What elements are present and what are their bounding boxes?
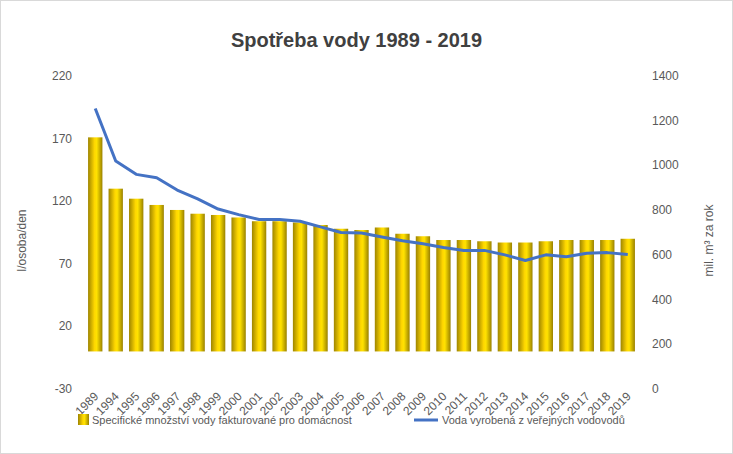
bar [293, 222, 307, 351]
y2-tick [638, 120, 642, 121]
y2-tick-label: 0 [652, 382, 659, 396]
bar [231, 217, 245, 351]
y2-tick [638, 389, 642, 390]
y-tick-label: 220 [52, 69, 72, 83]
y2-tick [638, 76, 642, 77]
y2-tick [638, 165, 642, 166]
bar [477, 241, 491, 351]
bar [190, 214, 204, 352]
y-tick [81, 389, 85, 390]
chart-frame [1, 1, 733, 454]
bar [313, 225, 327, 351]
y-tick [81, 263, 85, 264]
line [95, 108, 628, 260]
y2-tick-label: 600 [652, 248, 672, 262]
bar [129, 199, 143, 352]
legend-label: Voda vyrobená z veřejných vodovodů [442, 414, 625, 426]
y2-tick [638, 210, 642, 211]
title: Spotřeba vody 1989 - 2019 [231, 29, 482, 51]
bar [539, 241, 553, 351]
legend-label: Specifické množství vody fakturované pro… [92, 414, 352, 426]
y2-tick-label: 1200 [652, 114, 679, 128]
chart: Spotřeba vody 1989 - 2019 -30 20 70 120 170 22… [0, 0, 733, 454]
y2-tick-label: 1000 [652, 158, 679, 172]
y-tick-label: 70 [59, 257, 73, 271]
y-tick-label: 20 [59, 319, 73, 333]
bar [580, 240, 594, 351]
bar [211, 215, 225, 351]
y2-axis-label: mil. m³ za rok [702, 204, 716, 277]
bar [457, 240, 471, 351]
bar [354, 230, 368, 351]
bar [252, 221, 266, 351]
y-tick-label: 120 [52, 194, 72, 208]
y-tick-label: 170 [52, 132, 72, 146]
bar [621, 239, 635, 352]
bar [170, 210, 184, 351]
bar [272, 221, 286, 351]
y2-tick-label: 400 [652, 293, 672, 307]
bar [334, 229, 348, 352]
legend-swatch [78, 414, 89, 425]
bar [416, 236, 430, 351]
y-tick-label: -30 [55, 382, 73, 396]
bar [395, 234, 409, 352]
y2-tick [638, 299, 642, 300]
bar [498, 243, 512, 352]
bar [88, 137, 102, 351]
y2-tick-label: 800 [652, 203, 672, 217]
plot-marks [88, 108, 635, 351]
y-tick [81, 138, 85, 139]
bar [150, 205, 164, 351]
y-axis-label: l/osoba/den [15, 209, 29, 271]
bar [436, 240, 450, 351]
y-tick [81, 201, 85, 202]
legend-swatch [414, 419, 438, 422]
y2-tick [638, 344, 642, 345]
y2-tick-label: 200 [652, 337, 672, 351]
bar [375, 227, 389, 351]
y-tick [81, 326, 85, 327]
bar [600, 240, 614, 351]
bar [109, 189, 123, 352]
y2-tick [638, 254, 642, 255]
y-tick [81, 76, 85, 77]
y2-tick-label: 1400 [652, 69, 679, 83]
